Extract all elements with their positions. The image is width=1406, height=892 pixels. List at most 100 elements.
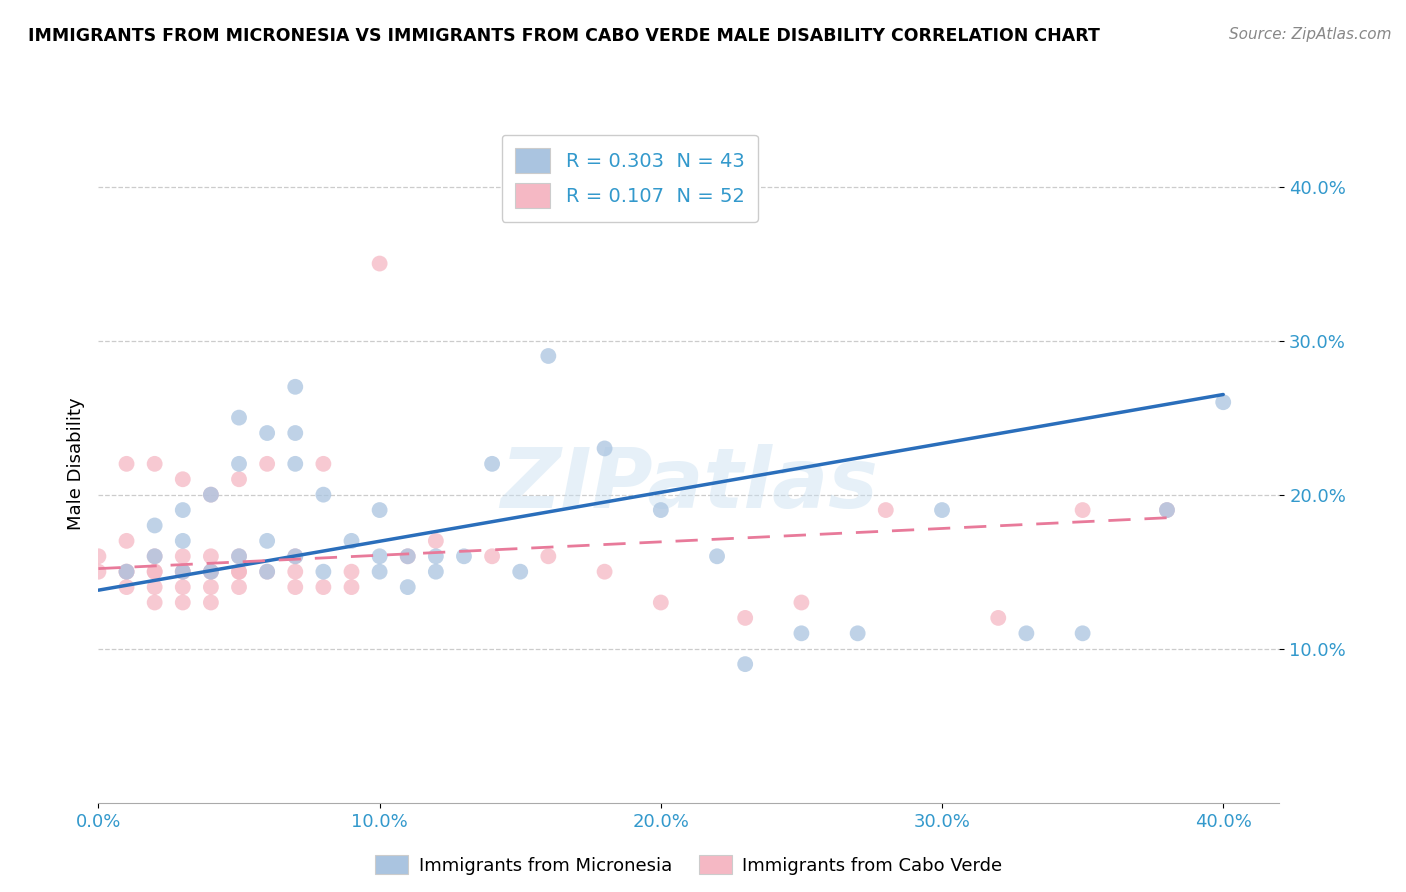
Point [200, 549, 222, 564]
Point [200, 488, 222, 502]
Point [228, 549, 250, 564]
Point [200, 580, 222, 594]
Point [284, 580, 307, 594]
Point [172, 565, 194, 579]
Point [143, 565, 166, 579]
Point [256, 425, 278, 440]
Point [143, 457, 166, 471]
Point [228, 565, 250, 579]
Point [172, 595, 194, 609]
Point [228, 549, 250, 564]
Point [143, 549, 166, 564]
Point [509, 565, 531, 579]
Point [115, 565, 138, 579]
Point [284, 549, 307, 564]
Point [256, 565, 278, 579]
Point [143, 518, 166, 533]
Point [172, 565, 194, 579]
Text: ZIPatlas: ZIPatlas [501, 443, 877, 524]
Point [87, 565, 110, 579]
Point [368, 565, 391, 579]
Point [228, 457, 250, 471]
Point [87, 549, 110, 564]
Point [115, 457, 138, 471]
Y-axis label: Male Disability: Male Disability [66, 398, 84, 530]
Point [312, 565, 335, 579]
Point [200, 488, 222, 502]
Point [228, 580, 250, 594]
Point [228, 565, 250, 579]
Point [284, 565, 307, 579]
Point [425, 533, 447, 548]
Point [312, 580, 335, 594]
Point [340, 580, 363, 594]
Point [172, 533, 194, 548]
Point [734, 611, 756, 625]
Point [143, 565, 166, 579]
Point [987, 611, 1010, 625]
Point [312, 457, 335, 471]
Point [172, 565, 194, 579]
Point [368, 256, 391, 270]
Point [312, 488, 335, 502]
Point [650, 595, 672, 609]
Point [931, 503, 953, 517]
Point [200, 565, 222, 579]
Point [256, 533, 278, 548]
Point [1071, 503, 1094, 517]
Point [396, 549, 419, 564]
Point [481, 457, 503, 471]
Point [228, 410, 250, 425]
Point [115, 565, 138, 579]
Point [706, 549, 728, 564]
Point [172, 503, 194, 517]
Text: IMMIGRANTS FROM MICRONESIA VS IMMIGRANTS FROM CABO VERDE MALE DISABILITY CORRELA: IMMIGRANTS FROM MICRONESIA VS IMMIGRANTS… [28, 27, 1099, 45]
Point [790, 626, 813, 640]
Point [593, 565, 616, 579]
Point [200, 565, 222, 579]
Point [340, 565, 363, 579]
Point [1156, 503, 1178, 517]
Point [200, 595, 222, 609]
Point [396, 549, 419, 564]
Point [115, 533, 138, 548]
Point [425, 549, 447, 564]
Point [115, 580, 138, 594]
Point [593, 442, 616, 456]
Legend: Immigrants from Micronesia, Immigrants from Cabo Verde: Immigrants from Micronesia, Immigrants f… [368, 848, 1010, 882]
Text: Source: ZipAtlas.com: Source: ZipAtlas.com [1229, 27, 1392, 42]
Point [284, 380, 307, 394]
Point [115, 565, 138, 579]
Point [256, 565, 278, 579]
Point [284, 457, 307, 471]
Point [425, 565, 447, 579]
Point [200, 565, 222, 579]
Point [537, 549, 560, 564]
Point [1071, 626, 1094, 640]
Point [790, 595, 813, 609]
Point [368, 503, 391, 517]
Point [650, 503, 672, 517]
Point [453, 549, 475, 564]
Point [256, 457, 278, 471]
Point [228, 472, 250, 486]
Point [172, 472, 194, 486]
Point [340, 533, 363, 548]
Point [172, 580, 194, 594]
Point [284, 549, 307, 564]
Point [172, 549, 194, 564]
Point [143, 549, 166, 564]
Point [1156, 503, 1178, 517]
Point [284, 425, 307, 440]
Point [875, 503, 897, 517]
Point [396, 580, 419, 594]
Point [537, 349, 560, 363]
Point [846, 626, 869, 640]
Point [368, 549, 391, 564]
Point [734, 657, 756, 672]
Point [1212, 395, 1234, 409]
Point [481, 549, 503, 564]
Point [143, 580, 166, 594]
Point [1015, 626, 1038, 640]
Point [143, 595, 166, 609]
